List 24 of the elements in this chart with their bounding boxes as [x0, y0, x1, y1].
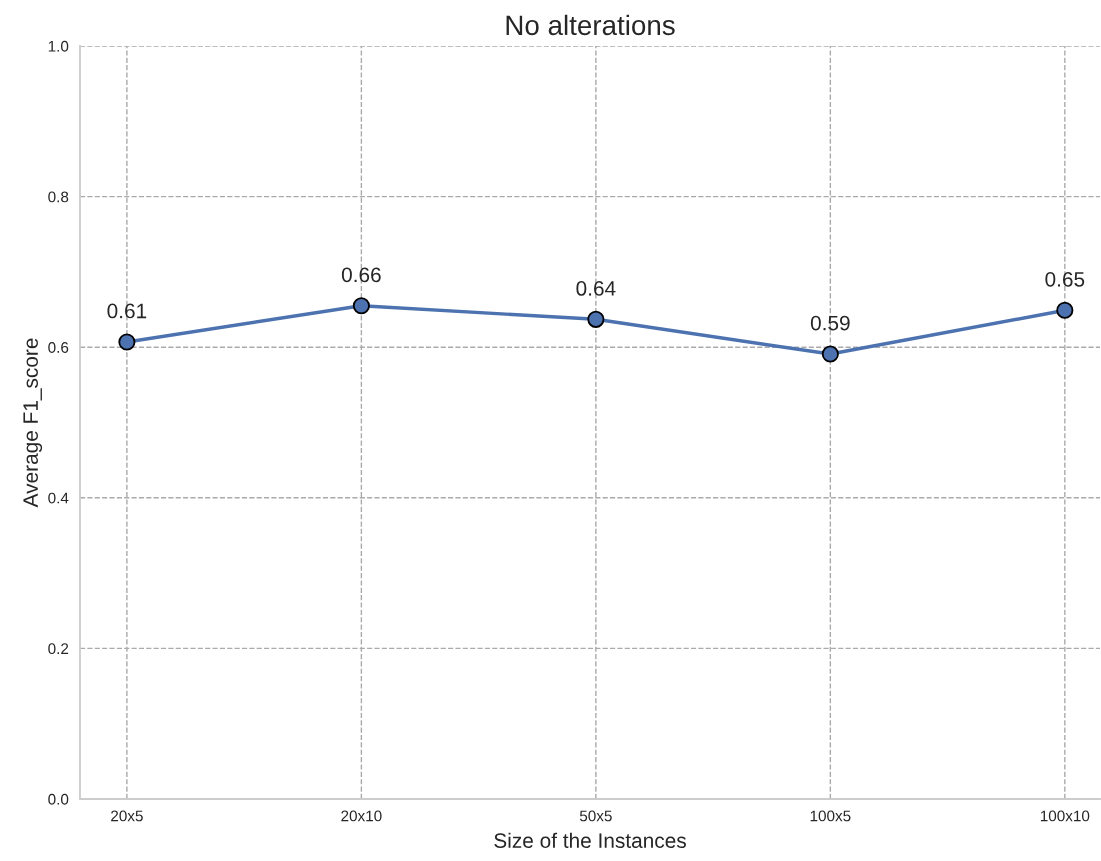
text: 0.0 — [48, 793, 69, 805]
text: 1.0 — [48, 40, 69, 52]
data-label: 0.65 — [1045, 271, 1085, 287]
point — [352, 297, 370, 315]
chart-title: No alterations — [506, 14, 675, 36]
x-tick-label: 20x10 — [341, 810, 382, 822]
point — [587, 310, 605, 328]
text: 0.6 — [48, 342, 69, 353]
x-tick-label: 100x5 — [810, 810, 851, 822]
text: 0.2 — [48, 643, 69, 655]
x-tick-label: 20x5 — [111, 810, 143, 822]
text: 0.4 — [48, 492, 69, 504]
x-tick-label: 100x10 — [1040, 810, 1090, 822]
data-label: 0.64 — [576, 281, 616, 296]
data-label: 0.59 — [810, 315, 850, 331]
data-label: 0.66 — [341, 267, 381, 283]
data-label: 0.61 — [107, 303, 147, 319]
point — [821, 345, 839, 363]
text: 0.8 — [48, 191, 69, 203]
x-axis-title: Size of the Instances — [494, 832, 686, 848]
y-axis-title: Average F1_score — [23, 338, 43, 508]
point — [118, 333, 136, 351]
point — [1056, 301, 1074, 319]
x-tick-label: 50x5 — [579, 810, 612, 822]
